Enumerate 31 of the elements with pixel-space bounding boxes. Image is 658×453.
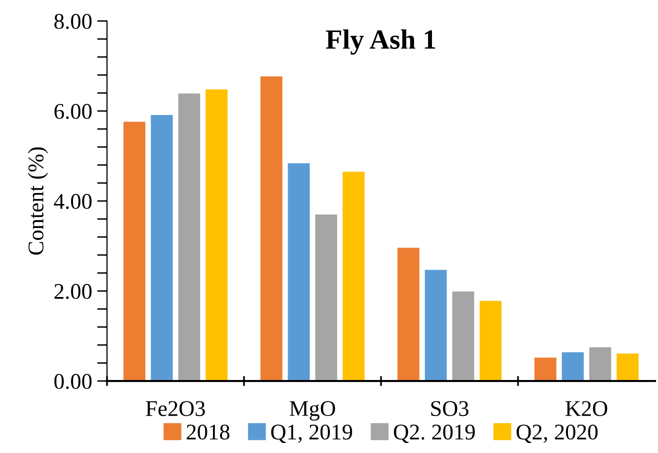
legend-label: Q2. 2019 (394, 424, 475, 443)
x-tick-label: SO3 (431, 401, 468, 416)
bar (424, 270, 447, 381)
bar (315, 214, 338, 381)
legend-label: Q1, 2019 (271, 424, 352, 443)
y-tick-label: 8.00 (54, 14, 92, 30)
bar (123, 122, 146, 381)
y-tick-label: 2.00 (54, 284, 92, 300)
bar (616, 354, 639, 381)
bar (206, 89, 228, 381)
legend-label: 2018 (186, 424, 230, 440)
chart-title: Fly Ash 1 (326, 29, 436, 55)
bar (178, 93, 200, 381)
bar (480, 300, 502, 381)
y-tick-label: 4.00 (54, 194, 92, 210)
x-tick-label: K2O (566, 401, 608, 416)
bar (288, 163, 310, 381)
x-tick-label: MgO (290, 401, 336, 421)
y-tick-label: 0.00 (54, 374, 92, 390)
y-axis-title: Content (%) (28, 147, 48, 255)
legend-label: Q2, 2020 (516, 424, 598, 443)
bar (534, 358, 556, 381)
y-tick-label: 6.00 (54, 104, 92, 120)
bar (562, 352, 584, 381)
bar (150, 115, 173, 381)
bar (397, 248, 420, 381)
bar (589, 347, 612, 381)
bar (260, 76, 282, 381)
x-tick-label: Fe2O3 (146, 401, 205, 416)
bar (342, 172, 365, 381)
bar (452, 291, 474, 381)
